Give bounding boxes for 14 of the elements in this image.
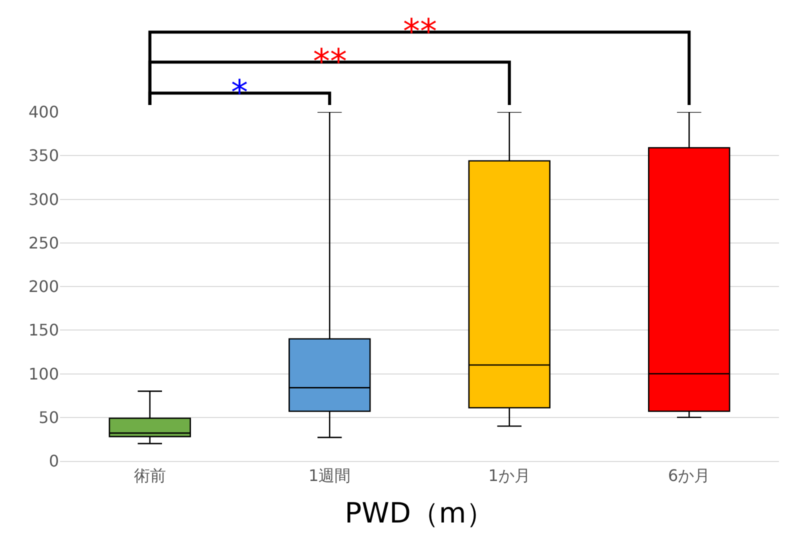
x-tick-label: 術前: [134, 466, 166, 486]
y-tick-label: 250: [28, 233, 59, 252]
x-axis-title: PWD（m）: [344, 496, 494, 530]
y-tick-label: 350: [28, 146, 59, 166]
x-tick-label: 1か月: [488, 466, 530, 486]
y-tick-label: 200: [28, 277, 59, 296]
x-tick-label: 1週間: [308, 466, 351, 486]
y-tick-label: 50: [38, 408, 59, 427]
y-tick-label: 300: [28, 190, 59, 209]
y-tick-label: 100: [28, 364, 59, 384]
y-tick-label: 400: [28, 102, 59, 122]
y-tick-label: 150: [28, 320, 59, 340]
y-tick-label: 0: [48, 452, 59, 471]
x-tick-label: 6か月: [668, 466, 710, 486]
